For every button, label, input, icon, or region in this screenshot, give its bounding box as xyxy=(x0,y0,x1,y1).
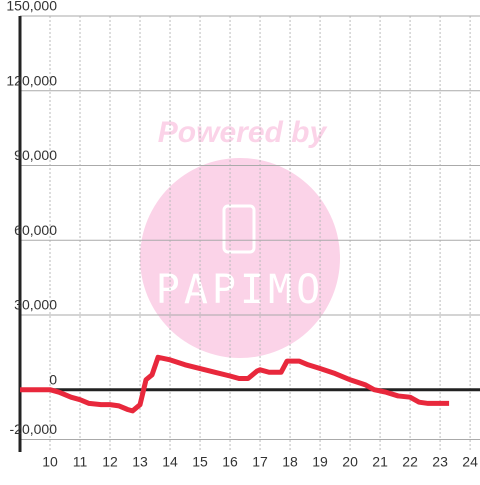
grid xyxy=(18,15,480,452)
y-tick-label: 150,000 xyxy=(6,0,57,14)
x-tick-label: 19 xyxy=(312,454,328,470)
x-tick-label: 18 xyxy=(282,454,298,470)
watermark-phone xyxy=(222,204,256,254)
line xyxy=(20,354,450,414)
x-tick-label: 15 xyxy=(192,454,208,470)
x-tick-label: 10 xyxy=(42,454,58,470)
x-tick-label: 23 xyxy=(432,454,448,470)
y-tick-label: -20,000 xyxy=(10,421,58,437)
x-tick-label: 20 xyxy=(342,454,358,470)
y-tick-label: 90,000 xyxy=(14,147,57,163)
x-tick-label: 14 xyxy=(162,454,178,470)
y-tick-label: 120,000 xyxy=(6,72,57,88)
x-tick-label: 12 xyxy=(102,454,118,470)
y-tick-label: 0 xyxy=(49,371,57,387)
x-tick-label: 22 xyxy=(402,454,418,470)
watermark-logo: PAPIMO xyxy=(156,267,325,313)
x-tick-label: 17 xyxy=(252,454,268,470)
y-tick-label: 60,000 xyxy=(14,222,57,238)
x-tick-label: 21 xyxy=(372,454,388,470)
x-tick-label: 24 xyxy=(462,454,478,470)
y-tick-label: 30,000 xyxy=(14,297,57,313)
x-tick-label: 13 xyxy=(132,454,148,470)
plot xyxy=(20,354,450,414)
x-tick-label: 11 xyxy=(73,454,88,470)
x-tick-label: 16 xyxy=(222,454,238,470)
watermark-text: Powered by xyxy=(158,116,328,149)
